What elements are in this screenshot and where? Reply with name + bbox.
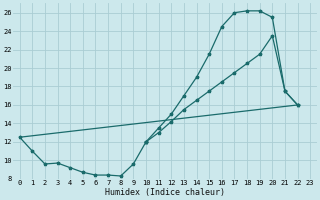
X-axis label: Humidex (Indice chaleur): Humidex (Indice chaleur)	[105, 188, 225, 197]
